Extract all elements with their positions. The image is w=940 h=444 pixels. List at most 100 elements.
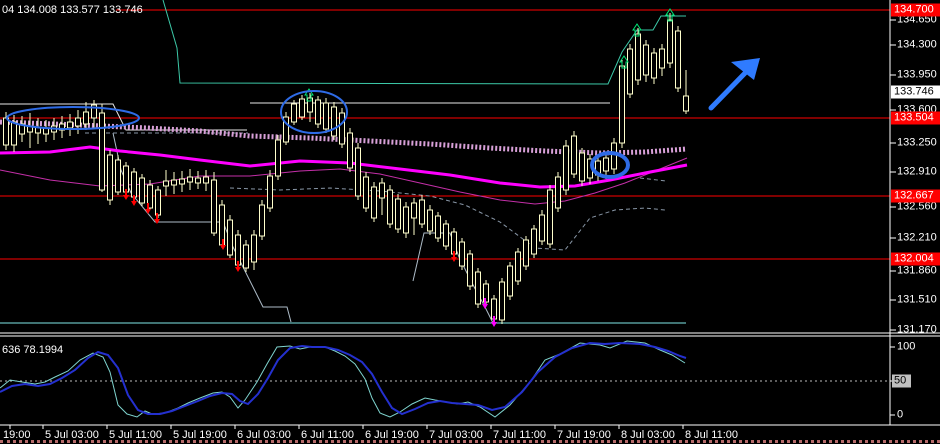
price-alert-label: 132.667 xyxy=(891,189,940,203)
buy-arrow-icon xyxy=(665,8,675,22)
candle-body xyxy=(283,116,289,143)
candle-body xyxy=(603,157,609,172)
price-axis-label: 132.910 xyxy=(897,165,937,178)
candle-body xyxy=(139,177,145,204)
candle-body xyxy=(123,165,129,193)
candle-body xyxy=(579,152,585,182)
candle-body xyxy=(115,159,121,193)
buy-arrow-icon xyxy=(619,55,629,69)
dashed-band-line xyxy=(639,177,667,182)
annotation-ellipse xyxy=(280,90,348,134)
time-axis-label: 5 Jul 11:00 xyxy=(109,429,163,441)
candle-body xyxy=(403,206,409,234)
candle-body xyxy=(11,121,17,146)
candle-body xyxy=(267,175,273,209)
candle-body xyxy=(299,98,305,118)
candle-body xyxy=(539,214,545,242)
candle-body xyxy=(179,178,185,185)
candle-body xyxy=(187,176,193,183)
candle-body xyxy=(67,121,73,129)
sell-arrow-icon xyxy=(123,189,129,200)
candle-body xyxy=(243,244,249,269)
candle-body xyxy=(99,112,105,191)
candle-body xyxy=(339,112,345,145)
candle-body xyxy=(395,198,401,230)
candle-body xyxy=(643,44,649,76)
candle-body xyxy=(355,147,361,197)
price-alert-label: 133.504 xyxy=(891,111,940,125)
candle-body xyxy=(531,228,537,255)
buy-arrow-icon xyxy=(632,23,642,37)
dashed-band-line xyxy=(229,187,666,251)
candle-body xyxy=(651,52,657,79)
sell-arrow-icon xyxy=(131,195,137,206)
candle-body xyxy=(227,219,233,256)
candle-body xyxy=(211,179,217,234)
candle-body xyxy=(547,189,553,245)
time-axis-label: 19:00 xyxy=(3,429,31,441)
price-axis-label: 131.170 xyxy=(897,323,937,336)
price-axis-label: 131.860 xyxy=(897,264,937,277)
price-axis-label: 133.250 xyxy=(897,136,937,149)
annotation-ellipse xyxy=(6,106,140,130)
candle-body xyxy=(275,139,281,177)
candle-body xyxy=(331,106,337,137)
candle-body xyxy=(291,103,297,123)
candle-body xyxy=(419,199,425,225)
candle-body xyxy=(171,179,177,186)
candle-body xyxy=(155,189,161,216)
candle-body xyxy=(347,132,353,169)
oscillator-axis-label: 50 xyxy=(892,374,911,388)
candle-body xyxy=(427,209,433,232)
candle-body xyxy=(387,189,393,225)
candle-body xyxy=(467,253,473,287)
price-axis-label: 134.300 xyxy=(897,38,937,51)
candle-body xyxy=(411,202,417,219)
sell-arrow-icon xyxy=(154,213,160,224)
annotation-arrow xyxy=(708,67,751,111)
candle-body xyxy=(91,104,97,119)
candle-body xyxy=(307,97,313,113)
current-price-label: 133.746 xyxy=(891,85,940,99)
candle-body xyxy=(131,171,137,198)
low-marker-arrow-icon xyxy=(482,298,488,309)
time-axis-label: 8 Jul 11:00 xyxy=(685,429,739,441)
candle-body xyxy=(75,117,81,127)
candle-body xyxy=(371,186,377,219)
annotation-ellipse xyxy=(590,151,630,179)
candle-body xyxy=(459,241,465,267)
time-axis-label: 6 Jul 19:00 xyxy=(365,429,419,441)
price-axis-label: 134.650 xyxy=(897,13,937,26)
candle-body xyxy=(195,177,201,184)
price-axis-label: 132.210 xyxy=(897,231,937,244)
candle-body xyxy=(435,215,441,239)
candle-body xyxy=(379,182,385,199)
buy-arrow-icon xyxy=(304,88,314,102)
candle-body xyxy=(323,102,329,130)
annotation-arrow-head xyxy=(731,58,760,80)
candle-body xyxy=(675,30,681,89)
time-axis-label: 8 Jul 03:00 xyxy=(621,429,675,441)
candle-body xyxy=(683,95,689,112)
sell-arrow-icon xyxy=(451,251,457,262)
candle-body xyxy=(147,184,153,209)
upper-step-line xyxy=(162,0,686,85)
candle-body xyxy=(251,234,257,263)
candle-body xyxy=(571,135,577,175)
price-axis-label: 131.510 xyxy=(897,293,937,306)
oscillator-slow-line xyxy=(0,341,687,416)
sell-arrow-icon xyxy=(145,203,151,214)
time-axis-label: 5 Jul 03:00 xyxy=(45,429,99,441)
price-axis-label: 133.950 xyxy=(897,68,937,81)
ohlc-readout: 04 134.008 133.577 133.746 xyxy=(2,4,143,16)
candle-body xyxy=(59,123,65,131)
time-axis-label: 7 Jul 11:00 xyxy=(493,429,547,441)
candle-body xyxy=(451,231,457,255)
candle-body xyxy=(443,223,449,247)
candle-body xyxy=(523,239,529,267)
candle-body xyxy=(83,111,89,125)
time-axis-label: 5 Jul 19:00 xyxy=(173,429,227,441)
oscillator-readout: 636 78.1994 xyxy=(2,344,64,356)
